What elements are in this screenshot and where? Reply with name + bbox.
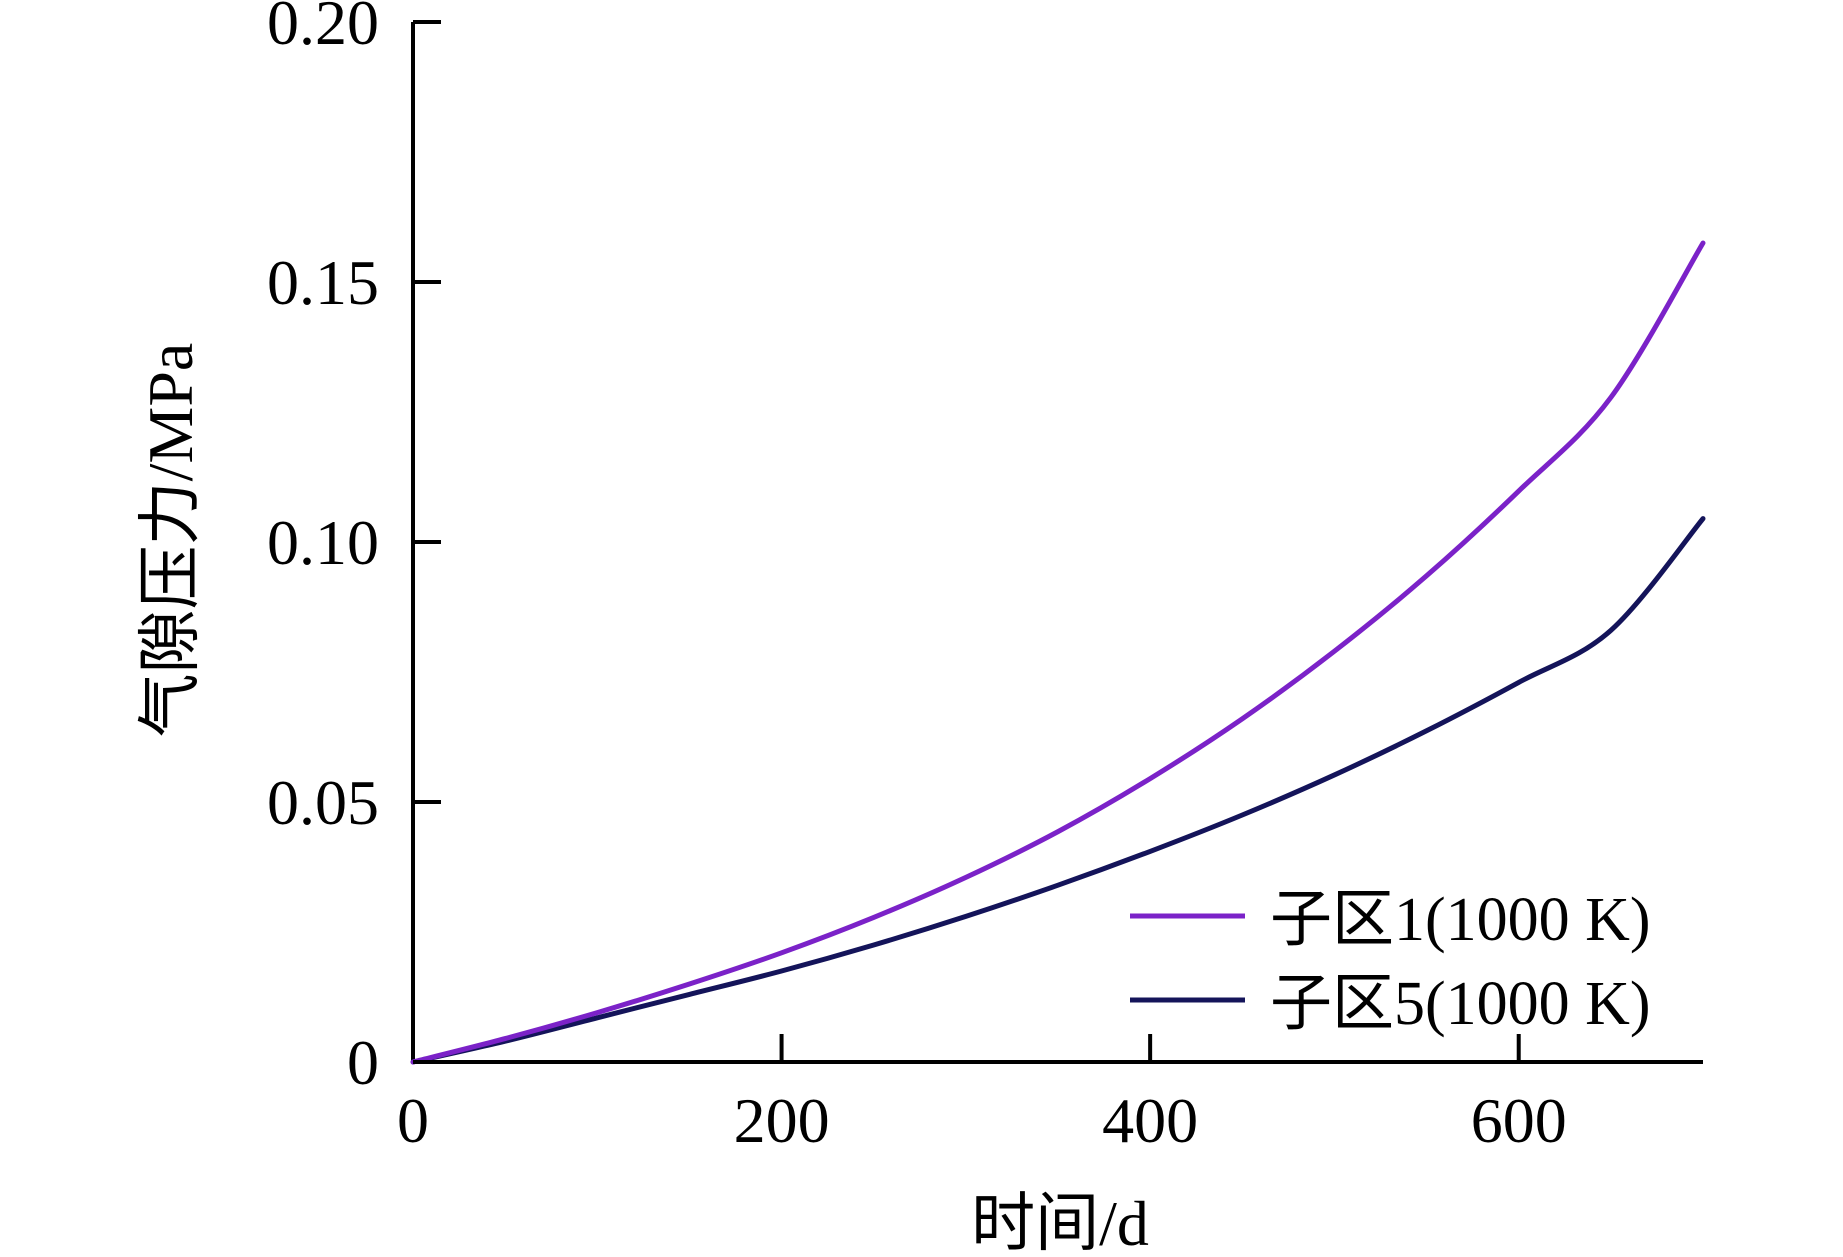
- series-layer: [410, 240, 1706, 1065]
- x-axis-title: 时间/d: [971, 1188, 1149, 1257]
- y-tick-label: 0.05: [267, 767, 379, 838]
- legend: 子区1(1000 K) 子区5(1000 K): [1130, 886, 1651, 1038]
- y-tick-label: 0.10: [267, 507, 379, 578]
- y-axis-title: 气隙压力/MPa: [135, 343, 206, 738]
- y-tick-label: 0.20: [267, 0, 379, 58]
- y-tick-label: 0: [347, 1027, 379, 1098]
- x-tick-label: 600: [1471, 1085, 1567, 1156]
- x-tick-label: 0: [397, 1085, 429, 1156]
- legend-label-series-1: 子区1(1000 K): [1270, 886, 1651, 954]
- x-tick-label: 200: [734, 1085, 830, 1156]
- x-tick-label: 400: [1102, 1085, 1198, 1156]
- series-line-1: [410, 240, 1706, 1065]
- legend-label-series-2: 子区5(1000 K): [1270, 970, 1651, 1038]
- series-line-2: [410, 516, 1706, 1065]
- tick-layer: 0 0.05 0.10 0.15 0.20 0 200 400 600: [267, 0, 1567, 1156]
- y-tick-label: 0.15: [267, 247, 379, 318]
